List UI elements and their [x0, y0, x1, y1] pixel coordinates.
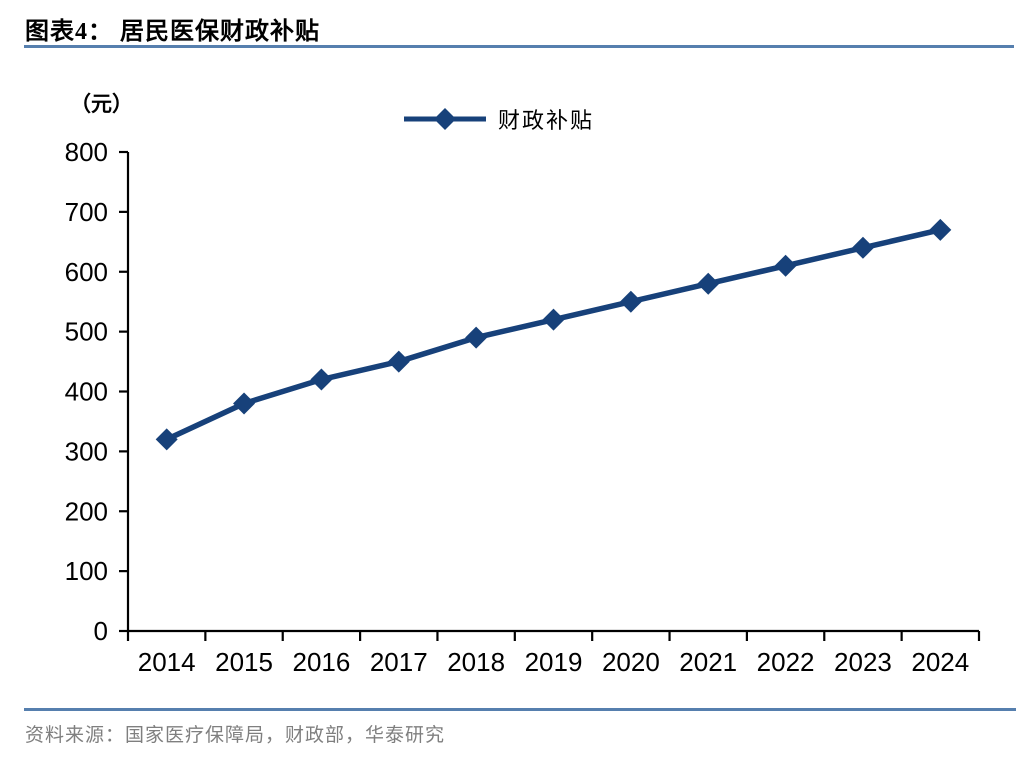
figure-title: 图表4： 居民医保财政补贴 — [25, 19, 320, 45]
y-tick-label: 600 — [65, 257, 108, 287]
legend-diamond-icon — [434, 108, 456, 130]
x-tick-label: 2017 — [370, 647, 428, 677]
legend-label: 财政补贴 — [498, 108, 595, 133]
x-tick-label: 2019 — [525, 647, 583, 677]
y-tick-label: 800 — [65, 137, 108, 167]
y-tick-label: 0 — [94, 616, 108, 646]
data-point-marker — [310, 368, 333, 391]
x-tick-label: 2015 — [215, 647, 273, 677]
x-tick-label: 2024 — [911, 647, 969, 677]
y-tick-label: 700 — [65, 197, 108, 227]
y-tick-label: 500 — [65, 317, 108, 347]
y-tick-label: 400 — [65, 377, 108, 407]
data-point-marker — [465, 326, 488, 349]
source-note: 资料来源：国家医疗保障局，财政部，华泰研究 — [25, 725, 446, 746]
title-divider — [24, 45, 1014, 48]
data-point-marker — [233, 392, 256, 415]
data-point-marker — [155, 428, 178, 451]
x-tick-label: 2021 — [679, 647, 737, 677]
data-point-marker — [774, 254, 797, 277]
y-tick-label: 200 — [65, 496, 108, 526]
legend-marker-icon — [404, 108, 486, 130]
data-point-marker — [619, 290, 642, 313]
footer-divider — [24, 708, 1016, 711]
data-point-marker — [697, 272, 720, 295]
data-point-marker — [929, 218, 952, 241]
y-tick-label: 300 — [65, 436, 108, 466]
y-axis-unit-label: （元） — [70, 92, 133, 116]
data-point-marker — [851, 236, 874, 259]
series-line — [165, 227, 941, 442]
data-point-marker — [387, 350, 410, 373]
data-point-marker — [542, 308, 565, 331]
x-tick-label: 2014 — [138, 647, 196, 677]
x-tick-label: 2016 — [292, 647, 350, 677]
x-tick-label: 2018 — [447, 647, 505, 677]
x-tick-label: 2022 — [757, 647, 815, 677]
x-tick-label: 2020 — [602, 647, 660, 677]
x-tick-label: 2023 — [834, 647, 892, 677]
y-tick-label: 100 — [65, 556, 108, 586]
chart-legend: 财政补贴 — [402, 103, 594, 135]
